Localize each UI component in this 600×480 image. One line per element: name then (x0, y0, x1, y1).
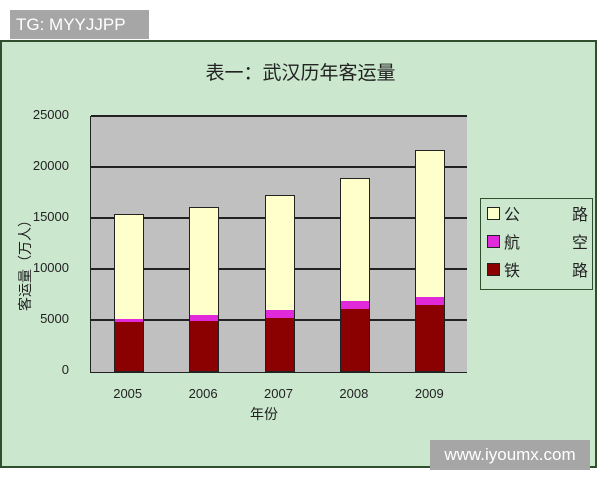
bar-2005 (113, 213, 144, 372)
bar-segment (340, 179, 369, 301)
legend-swatch (487, 262, 500, 276)
bar-2009 (415, 149, 446, 372)
legend-swatch (487, 206, 500, 220)
legend-label: 航 (504, 233, 521, 252)
legend-swatch (487, 234, 500, 248)
chart-title: 表一：武汉历年客运量 (205, 62, 396, 84)
bar-segment (416, 150, 445, 297)
bar-segment (114, 319, 143, 323)
x-tick-label: 2005 (113, 386, 143, 401)
y-tick-label: 0 (61, 362, 69, 377)
x-axis-label: 年份 (250, 407, 278, 423)
legend: 公路航空铁路 (480, 198, 593, 290)
bar-segment (265, 309, 294, 318)
bar-segment (416, 304, 445, 371)
bar-segment (190, 321, 219, 371)
bar-2008 (339, 178, 370, 372)
y-tick-label: 10000 (32, 260, 69, 275)
bar-2006 (189, 206, 220, 372)
bar-segment (416, 296, 445, 305)
gridline (91, 166, 467, 168)
bar-segment (114, 322, 143, 371)
bar-segment (340, 300, 369, 309)
x-tick-label: 2009 (414, 386, 444, 401)
x-tick-label: 2006 (188, 386, 218, 401)
bar-2007 (264, 194, 295, 372)
legend-item-rail: 铁路 (481, 255, 592, 283)
bar-segment (265, 195, 294, 310)
y-tick-label: 20000 (32, 158, 69, 173)
bar-segment (340, 308, 369, 371)
bar-segment (114, 214, 143, 319)
x-tick-label: 2008 (339, 386, 369, 401)
x-tick-label: 2007 (264, 386, 293, 401)
legend-item-air: 航空 (481, 227, 592, 255)
y-tick-label: 25000 (32, 107, 69, 122)
legend-label: 公 (504, 205, 521, 224)
gridline (91, 115, 467, 117)
bar-segment (190, 207, 219, 315)
legend-item-highway: 公路 (481, 199, 592, 227)
y-tick-label: 15000 (32, 209, 69, 224)
plot-area (90, 115, 467, 373)
chart-panel: 表一：武汉历年客运量 客运量（万人） 年份 公路航空铁路 0 5000 10000 1… (0, 40, 597, 468)
watermark-bottom: www.iyoumx.com (430, 440, 590, 470)
y-tick-label: 5000 (40, 311, 69, 326)
bar-segment (190, 314, 219, 322)
legend-label: 铁 (504, 261, 521, 280)
watermark-top: TG: MYYJJPP (10, 10, 149, 39)
bar-segment (265, 317, 294, 371)
